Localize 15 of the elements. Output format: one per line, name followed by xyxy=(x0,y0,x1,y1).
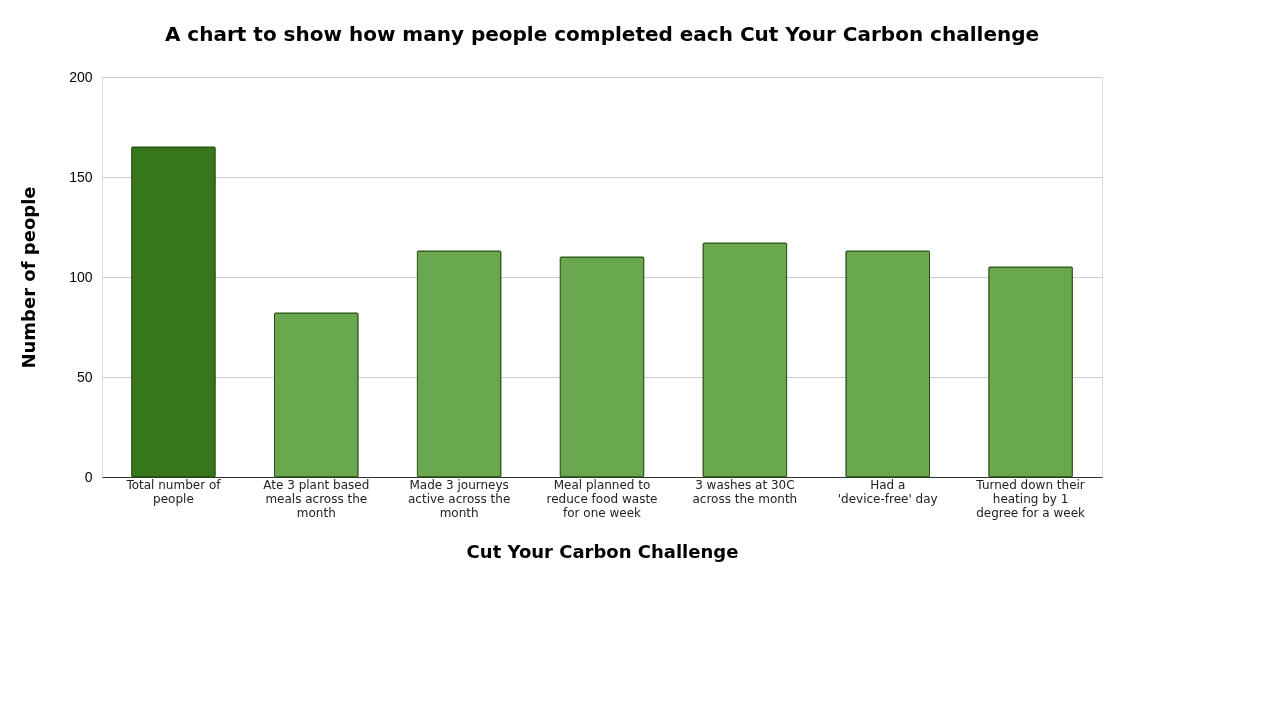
x-axis-title: Cut Your Carbon Challenge xyxy=(466,540,739,562)
x-tick-label: Meal planned to reduce food waste for one week xyxy=(546,477,658,520)
chart-title: A chart to show how many people completed each Cut Your Carbon challenge xyxy=(164,22,1040,46)
x-tick-label: Made 3 journeys active across the month xyxy=(408,477,511,520)
y-tick-label: 150 xyxy=(69,168,93,185)
x-tick-label: Ate 3 plant based meals across the month xyxy=(263,477,370,520)
y-axis-title: Number of people xyxy=(18,186,40,369)
y-tick-label: 50 xyxy=(76,368,93,385)
y-tick-label: 100 xyxy=(69,268,93,285)
x-tick-label: Had a 'device-free' day xyxy=(837,477,938,506)
y-tick-label: 0 xyxy=(84,468,93,485)
x-tick-label: Turned down their heating by 1 degree for a week xyxy=(975,477,1086,520)
x-tick-label: 3 washes at 30C across the month xyxy=(692,477,798,506)
x-tick-label: Total number of people xyxy=(125,477,222,506)
y-tick-label: 200 xyxy=(69,68,93,85)
